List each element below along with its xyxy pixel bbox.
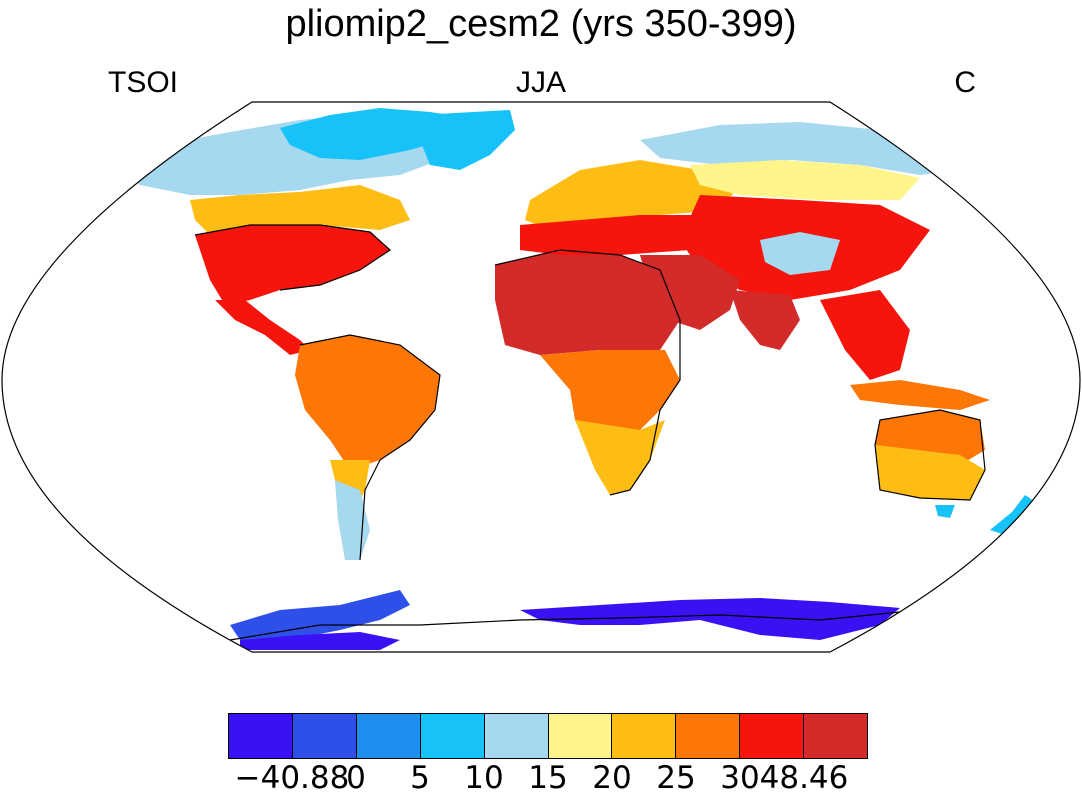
colorbar-box [356, 714, 421, 758]
colorbar-tick-label: 20 [592, 760, 632, 796]
indonesia [850, 380, 990, 410]
season-label: JJA [515, 66, 566, 99]
colorbar-box [292, 714, 357, 758]
colorbar-box [420, 714, 485, 758]
colorbar-box [676, 714, 741, 758]
europe [525, 160, 740, 230]
central-africa [540, 350, 680, 430]
antarctica-east [520, 598, 900, 640]
colorbar-tick-label: 0 [346, 760, 366, 796]
middle-east [640, 255, 740, 330]
colorbar-tick-label: 15 [528, 760, 568, 796]
colorbar-box [548, 714, 613, 758]
colorbar-box [484, 714, 549, 758]
india [730, 290, 800, 350]
north-america-mid [190, 185, 410, 235]
colorbar-box [740, 714, 805, 758]
colorbar-tick-label: 30 [720, 760, 760, 796]
colorbar-tick-label: 10 [464, 760, 504, 796]
land-layer [120, 108, 1040, 650]
colorbar-tick-label: 48.46 [759, 760, 849, 796]
australia-south [875, 445, 985, 500]
south-america-north [295, 335, 440, 470]
coastlines [194, 224, 986, 641]
variable-label: TSOI [108, 66, 179, 99]
europe-south [520, 215, 730, 255]
southeast-asia [820, 290, 910, 380]
antarctica-west [230, 590, 410, 640]
colorbar-box [612, 714, 677, 758]
mexico [215, 300, 310, 355]
asia-north [690, 160, 920, 200]
colorbar-tick-label: 25 [656, 760, 696, 796]
greenland [420, 110, 515, 170]
southern-africa [575, 420, 665, 495]
colorbar-box [804, 714, 868, 758]
north-africa [495, 250, 680, 355]
tibet [760, 232, 840, 275]
tasmania [935, 505, 955, 518]
antarctica-band [240, 632, 400, 650]
colorbar-tick-label: 5 [410, 760, 430, 796]
units-label: C [954, 66, 976, 99]
colorbar-tick-label: −40.88 [234, 760, 350, 796]
north-america-south [195, 225, 390, 305]
map-title: pliomip2_cesm2 (yrs 350-399) [285, 3, 797, 45]
colorbar-box [229, 714, 293, 758]
map-border [1, 101, 1081, 653]
colorbar [228, 713, 868, 759]
